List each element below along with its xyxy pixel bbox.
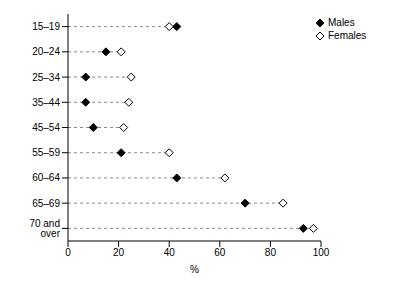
- svg-text:20–24: 20–24: [32, 46, 60, 57]
- svg-text:100: 100: [313, 247, 330, 258]
- svg-text:20: 20: [113, 247, 125, 258]
- html-text:Males: Males: [328, 17, 355, 28]
- html-text:Females: Females: [328, 30, 367, 41]
- svg-text:60–64: 60–64: [32, 172, 60, 183]
- svg-text:45–54: 45–54: [32, 122, 60, 133]
- svg-text:25–34: 25–34: [32, 72, 60, 83]
- svg-text:%: %: [190, 264, 199, 275]
- svg-text:35–44: 35–44: [32, 97, 60, 108]
- svg-text:65–69: 65–69: [32, 198, 60, 209]
- svg-text:55–59: 55–59: [32, 147, 60, 158]
- svg-text:15–19: 15–19: [32, 21, 60, 32]
- svg-text:80: 80: [265, 247, 277, 258]
- svg-text:0: 0: [65, 247, 71, 258]
- svg-text:70 andover: 70 andover: [29, 218, 60, 239]
- svg-text:60: 60: [214, 247, 226, 258]
- svg-text:40: 40: [164, 247, 176, 258]
